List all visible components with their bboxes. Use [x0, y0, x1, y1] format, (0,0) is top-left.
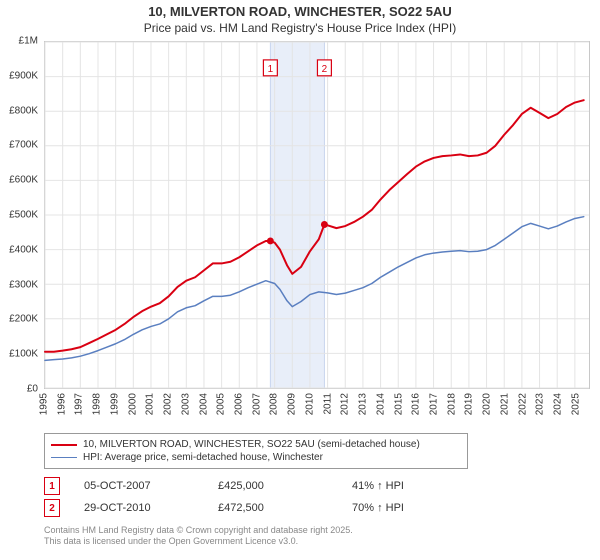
plot-box: 12 [44, 41, 590, 389]
x-tick-label: 1997 [74, 393, 85, 415]
y-tick-label: £100K [9, 349, 38, 360]
y-tick-label: £700K [9, 140, 38, 151]
chart-area: £0£100K£200K£300K£400K£500K£600K£700K£80… [44, 41, 590, 389]
x-tick-label: 2018 [446, 393, 457, 415]
plot-svg: 12 [45, 42, 589, 388]
x-tick-label: 2003 [180, 393, 191, 415]
legend-label: 10, MILVERTON ROAD, WINCHESTER, SO22 5AU… [83, 439, 420, 450]
x-tick-label: 2014 [375, 393, 386, 415]
x-tick-label: 2019 [464, 393, 475, 415]
x-tick-label: 1998 [92, 393, 103, 415]
sale-price: £425,000 [218, 480, 328, 492]
x-axis-labels: 1995199619971998199920002001200220032004… [44, 389, 590, 429]
x-tick-label: 2002 [163, 393, 174, 415]
x-tick-label: 2016 [411, 393, 422, 415]
y-tick-label: £900K [9, 70, 38, 81]
y-tick-label: £800K [9, 105, 38, 116]
legend-swatch [51, 444, 77, 446]
y-tick-label: £400K [9, 244, 38, 255]
x-tick-label: 2000 [127, 393, 138, 415]
y-tick-label: £300K [9, 279, 38, 290]
sale-row: 1 05-OCT-2007 £425,000 41% ↑ HPI [44, 475, 590, 497]
y-tick-label: £0 [27, 384, 38, 395]
title-subtitle: Price paid vs. HM Land Registry's House … [0, 21, 600, 35]
legend-row: HPI: Average price, semi-detached house,… [51, 451, 461, 464]
x-tick-label: 2022 [517, 393, 528, 415]
y-tick-label: £600K [9, 175, 38, 186]
sale-date: 29-OCT-2010 [84, 502, 194, 514]
x-tick-label: 1999 [109, 393, 120, 415]
sale-date: 05-OCT-2007 [84, 480, 194, 492]
x-tick-label: 1995 [39, 393, 50, 415]
legend-box: 10, MILVERTON ROAD, WINCHESTER, SO22 5AU… [44, 433, 468, 469]
x-tick-label: 2025 [570, 393, 581, 415]
x-tick-label: 2004 [198, 393, 209, 415]
title-address: 10, MILVERTON ROAD, WINCHESTER, SO22 5AU [0, 4, 600, 19]
legend-swatch [51, 457, 77, 458]
x-tick-label: 2009 [287, 393, 298, 415]
x-tick-label: 2017 [429, 393, 440, 415]
x-tick-label: 2021 [499, 393, 510, 415]
sale-marker-number: 2 [322, 64, 328, 75]
x-tick-label: 1996 [56, 393, 67, 415]
x-tick-label: 2013 [358, 393, 369, 415]
x-tick-label: 2001 [145, 393, 156, 415]
x-tick-label: 2006 [234, 393, 245, 415]
sale-marker-ref: 1 [44, 477, 60, 495]
x-tick-label: 2008 [269, 393, 280, 415]
y-tick-label: £200K [9, 314, 38, 325]
y-tick-label: £500K [9, 210, 38, 221]
x-tick-label: 2010 [304, 393, 315, 415]
sale-marker-dot [267, 237, 274, 244]
x-tick-label: 2024 [553, 393, 564, 415]
footer-line-1: Contains HM Land Registry data © Crown c… [44, 525, 590, 536]
legend-label: HPI: Average price, semi-detached house,… [83, 452, 323, 463]
footer-line-2: This data is licensed under the Open Gov… [44, 536, 590, 547]
y-axis-labels: £0£100K£200K£300K£400K£500K£600K£700K£80… [0, 41, 40, 389]
chart-titles: 10, MILVERTON ROAD, WINCHESTER, SO22 5AU… [0, 0, 600, 35]
x-tick-label: 2011 [322, 393, 333, 415]
sale-row: 2 29-OCT-2010 £472,500 70% ↑ HPI [44, 497, 590, 519]
footer-attribution: Contains HM Land Registry data © Crown c… [44, 525, 590, 548]
x-tick-label: 2005 [216, 393, 227, 415]
y-tick-label: £1M [19, 36, 38, 47]
sale-marker-number: 1 [268, 64, 274, 75]
x-tick-label: 2020 [482, 393, 493, 415]
sale-marker-dot [321, 221, 328, 228]
x-tick-label: 2012 [340, 393, 351, 415]
sale-marker-ref: 2 [44, 499, 60, 517]
sale-price: £472,500 [218, 502, 328, 514]
sales-table: 1 05-OCT-2007 £425,000 41% ↑ HPI 2 29-OCT-201… [44, 475, 590, 519]
x-tick-label: 2007 [251, 393, 262, 415]
sale-vs-hpi: 70% ↑ HPI [352, 502, 462, 514]
x-tick-label: 2015 [393, 393, 404, 415]
sale-vs-hpi: 41% ↑ HPI [352, 480, 462, 492]
legend-row: 10, MILVERTON ROAD, WINCHESTER, SO22 5AU… [51, 438, 461, 451]
x-tick-label: 2023 [535, 393, 546, 415]
